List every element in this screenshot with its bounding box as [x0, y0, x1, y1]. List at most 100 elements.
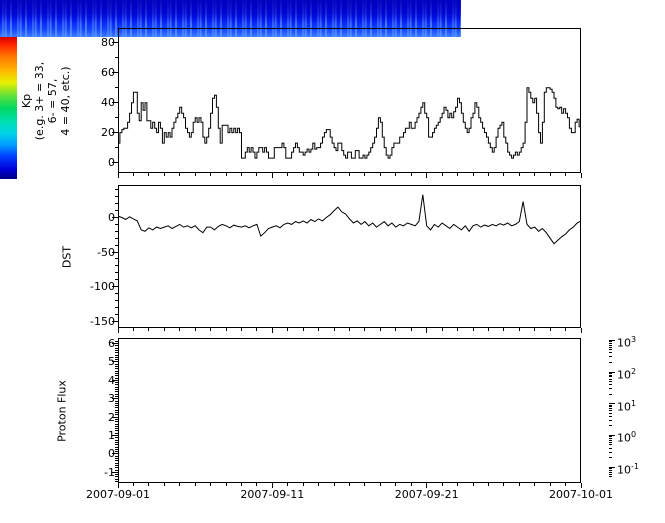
proton-y-tick-label: 0	[108, 447, 115, 461]
colorbar-minor-tick	[609, 473, 612, 475]
colorbar-minor-tick	[609, 447, 612, 449]
dst-x-tick	[518, 328, 520, 331]
proton-x-tick	[132, 483, 134, 486]
dst-y-tick-label: -50	[97, 245, 115, 259]
dst-line	[118, 194, 581, 245]
colorbar-minor-tick	[609, 362, 612, 363]
proton-x-tick	[271, 483, 273, 488]
proton-y-minor-tick	[115, 377, 118, 379]
proton-x-tick	[472, 483, 474, 486]
colorbar-minor-tick	[609, 438, 612, 439]
dst-x-tick	[487, 328, 489, 331]
dst-y-minor-tick	[115, 196, 118, 198]
proton-y-tick-label: 2	[108, 410, 115, 424]
date-label: 2007-09-01	[86, 488, 150, 501]
kp-y-tick	[112, 162, 118, 163]
colorbar-minor-tick	[609, 439, 612, 441]
dst-x-tick	[287, 328, 289, 331]
kp-y-tick	[112, 72, 118, 74]
dst-y-minor-tick	[115, 306, 118, 308]
proton-y-minor-tick	[115, 464, 118, 466]
kp-x-tick	[318, 173, 320, 176]
proton-y-tick-label: -1	[104, 465, 115, 479]
proton-y-minor-tick	[115, 409, 118, 411]
colorbar-minor-tick	[609, 388, 612, 390]
kp-y-minor-tick	[115, 117, 118, 119]
dst-y-minor-tick	[115, 258, 118, 260]
proton-y-minor-tick	[115, 345, 118, 347]
proton-y-tick	[112, 471, 118, 473]
proton-x-tick	[441, 483, 443, 486]
kp-x-tick	[225, 173, 227, 176]
proton-y-minor-tick	[115, 382, 118, 384]
colorbar-minor-tick	[609, 410, 612, 412]
colorbar-minor-tick	[609, 471, 612, 473]
kp-x-tick	[472, 173, 474, 176]
proton-y-tick	[112, 398, 118, 400]
dst-y-tick	[112, 217, 118, 218]
dst-y-minor-tick	[115, 189, 118, 191]
proton-y-minor-tick	[115, 432, 118, 434]
colorbar-tick-label: 102	[617, 364, 636, 384]
kp-y-tick-label: 20	[101, 126, 115, 140]
colorbar-minor-tick	[609, 342, 612, 344]
colorbar-minor-tick	[609, 349, 612, 351]
proton-x-tick	[117, 483, 119, 488]
proton-y-minor-tick	[115, 418, 118, 420]
kp-x-tick	[302, 173, 304, 176]
kp-panel-frame	[118, 28, 581, 173]
proton-y-minor-tick	[115, 462, 118, 464]
proton-x-tick	[256, 483, 258, 486]
proton-y-minor-tick	[115, 414, 118, 416]
colorbar-label-base: 10	[617, 400, 631, 414]
proton-y-minor-tick	[115, 370, 118, 372]
dst-y-tick-label: 0	[108, 211, 115, 224]
proton-x-tick	[580, 483, 582, 488]
proton-y-tick	[112, 379, 118, 381]
kp-x-tick	[117, 173, 119, 178]
kp-x-tick	[210, 173, 212, 176]
proton-x-tick	[179, 483, 181, 486]
dst-y-tick-label: -100	[90, 280, 115, 294]
proton-y-tick	[112, 453, 118, 455]
dst-y-tick	[112, 251, 118, 253]
proton-y-minor-tick	[115, 395, 118, 397]
kp-y-tick-label: 80	[101, 36, 115, 50]
proton-x-tick	[163, 483, 165, 486]
kp-x-tick	[379, 173, 381, 176]
kp-x-tick	[256, 173, 258, 176]
kp-x-tick	[518, 173, 520, 176]
dst-x-tick	[534, 328, 536, 331]
colorbar-tick	[609, 403, 615, 405]
kp-x-tick	[441, 173, 443, 176]
proton-x-tick	[487, 483, 489, 486]
proton-y-minor-tick	[115, 384, 118, 386]
dst-y-minor-tick	[115, 299, 118, 301]
dst-x-tick	[318, 328, 320, 331]
date-label: 2007-10-01	[549, 488, 613, 501]
proton-y-minor-tick	[115, 423, 118, 425]
kp-line	[118, 87, 581, 159]
colorbar-tick	[609, 466, 615, 468]
colorbar-minor-tick	[609, 374, 612, 376]
colorbar-minor-tick	[609, 468, 612, 470]
colorbar-label-exponent: 1	[631, 398, 637, 408]
colorbar-minor-tick	[609, 373, 612, 374]
dst-x-tick	[117, 328, 119, 333]
proton-y-minor-tick	[115, 391, 118, 393]
colorbar-tick	[609, 371, 615, 373]
dst-x-tick	[333, 328, 335, 331]
dst-x-tick	[364, 328, 366, 331]
proton-y-minor-tick	[115, 363, 118, 365]
kp-y-minor-tick	[115, 57, 118, 59]
proton-x-tick	[549, 483, 551, 486]
proton-y-minor-tick	[115, 444, 118, 446]
dst-x-tick	[194, 328, 196, 331]
kp-x-tick	[503, 173, 505, 176]
dst-x-tick	[472, 328, 474, 331]
proton-y-minor-tick	[115, 393, 118, 395]
proton-y-minor-tick	[115, 407, 118, 409]
kp-x-tick	[132, 173, 134, 176]
proton-y-minor-tick	[115, 389, 118, 390]
proton-y-minor-tick	[115, 386, 118, 388]
